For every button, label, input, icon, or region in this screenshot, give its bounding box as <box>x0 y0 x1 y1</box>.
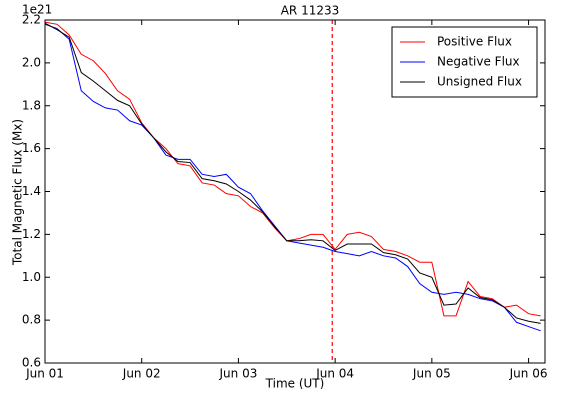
y-axis-label: Total Magnetic Flux (Mx) <box>11 119 25 266</box>
series-line <box>44 21 541 317</box>
y-tick-label: 1.0 <box>22 270 41 284</box>
x-tick-label: Jun 02 <box>122 367 161 381</box>
chart-title: AR 11233 <box>281 4 340 18</box>
x-tick-label: Jun 04 <box>315 367 354 381</box>
y-tick-label: 0.8 <box>22 313 41 327</box>
legend-label: Negative Flux <box>437 55 520 69</box>
y-tick-label: 1.8 <box>22 98 41 112</box>
y-tick-label: 0.6 <box>22 356 41 370</box>
series-line <box>44 22 541 324</box>
x-tick-label: Jun 03 <box>219 367 258 381</box>
legend-label: Positive Flux <box>437 35 512 49</box>
x-tick-label: Jun 06 <box>509 367 548 381</box>
y-tick-label: 1.6 <box>22 141 41 155</box>
series-line <box>44 23 541 332</box>
y-tick-label: 2.2 <box>22 13 41 27</box>
x-tick-label: Jun 05 <box>412 367 451 381</box>
x-tick-label: Jun 01 <box>25 367 64 381</box>
y-tick-label: 1.4 <box>22 184 41 198</box>
legend-label: Unsigned Flux <box>437 75 522 89</box>
x-axis-label: Time (UT) <box>265 377 325 390</box>
y-offset-label: 1e21 <box>22 3 52 17</box>
y-tick-label: 1.2 <box>22 227 41 241</box>
y-tick-label: 2.0 <box>22 55 41 69</box>
plot-frame <box>44 19 546 364</box>
